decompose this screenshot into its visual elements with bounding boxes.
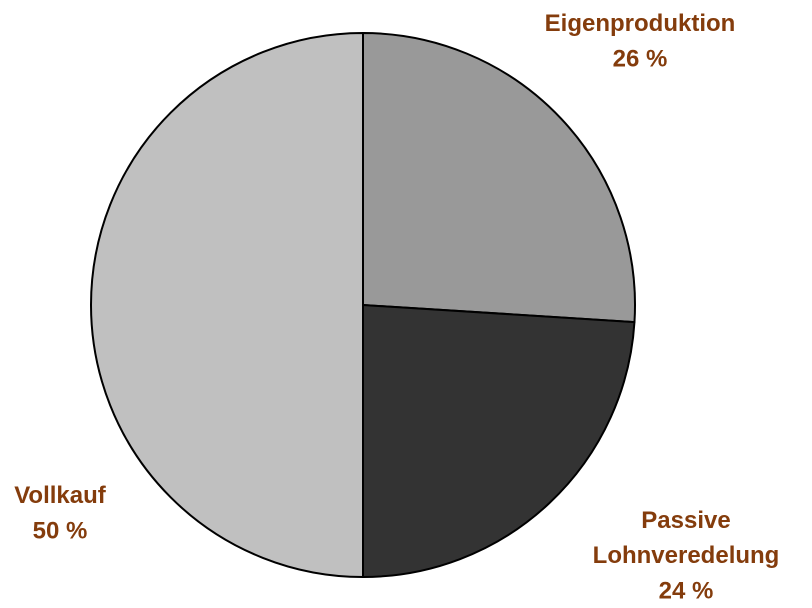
- slice-value-label: 50 %: [33, 517, 88, 544]
- slice-label: Vollkauf: [14, 482, 107, 509]
- pie-slice: [362, 32, 636, 324]
- pie-slice: [362, 304, 636, 578]
- slice-label: Passive Lohnveredelung: [593, 507, 780, 569]
- slice-value-label: 26 %: [613, 45, 668, 72]
- slice-value-label: 24 %: [659, 577, 714, 604]
- pie-slice: [90, 32, 364, 578]
- slice-label: Eigenproduktion: [545, 10, 736, 37]
